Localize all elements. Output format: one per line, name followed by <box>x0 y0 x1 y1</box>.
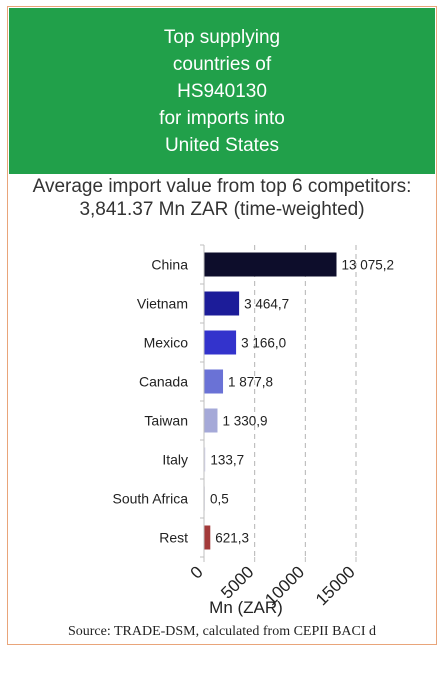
value-label: 1 330,9 <box>222 414 267 429</box>
subtitle-line-2: 3,841.37 Mn ZAR (time-weighted) <box>79 199 365 220</box>
chart-subtitle: Average import value from top 6 competit… <box>8 175 436 221</box>
category-label: Canada <box>139 374 188 390</box>
value-label: 3 464,7 <box>244 297 289 312</box>
value-label: 621,3 <box>215 531 249 546</box>
value-label: 1 877,8 <box>228 375 273 390</box>
category-label: Rest <box>159 530 188 546</box>
bar-chart: China 13 075,2 Vietnam 3 464,7 Mexico 3 166,0… <box>113 244 394 617</box>
value-label: 0,5 <box>210 492 229 507</box>
x-tick-label: 0 <box>187 562 207 582</box>
bar <box>204 447 206 472</box>
header-title-line: Top supplying <box>163 26 281 48</box>
x-axis-title: Mn (ZAR) <box>209 598 283 617</box>
category-label: South Africa <box>113 491 189 507</box>
header-title-line: for imports into <box>159 107 285 129</box>
category-label: Italy <box>162 452 188 468</box>
value-label: 133,7 <box>210 453 244 468</box>
x-tick-label: 5000 <box>217 562 257 602</box>
category-label: Vietnam <box>137 296 188 312</box>
subtitle-line-1: Average import value from top 6 competit… <box>32 176 412 197</box>
header-title-line: HS940130 <box>177 80 267 102</box>
x-tick-label: 15000 <box>312 562 359 609</box>
value-label: 3 166,0 <box>241 336 286 351</box>
bar <box>204 525 211 550</box>
header-title-line: United States <box>164 134 280 156</box>
header-title-line: countries of <box>172 53 272 75</box>
category-label: China <box>151 257 188 273</box>
bar <box>204 369 224 394</box>
value-label: 13 075,2 <box>341 258 394 273</box>
bar <box>204 252 337 277</box>
source-note: Source: TRADE-DSM, calculated from CEPII… <box>67 624 377 639</box>
bar <box>204 291 240 316</box>
chart-header: Top supplying countries of HS940130 for … <box>9 8 435 174</box>
category-label: Mexico <box>144 335 189 351</box>
chart-card: Top supplying countries of HS940130 for … <box>7 6 437 645</box>
bar <box>204 408 218 433</box>
bar <box>204 330 237 355</box>
category-label: Taiwan <box>144 413 188 429</box>
